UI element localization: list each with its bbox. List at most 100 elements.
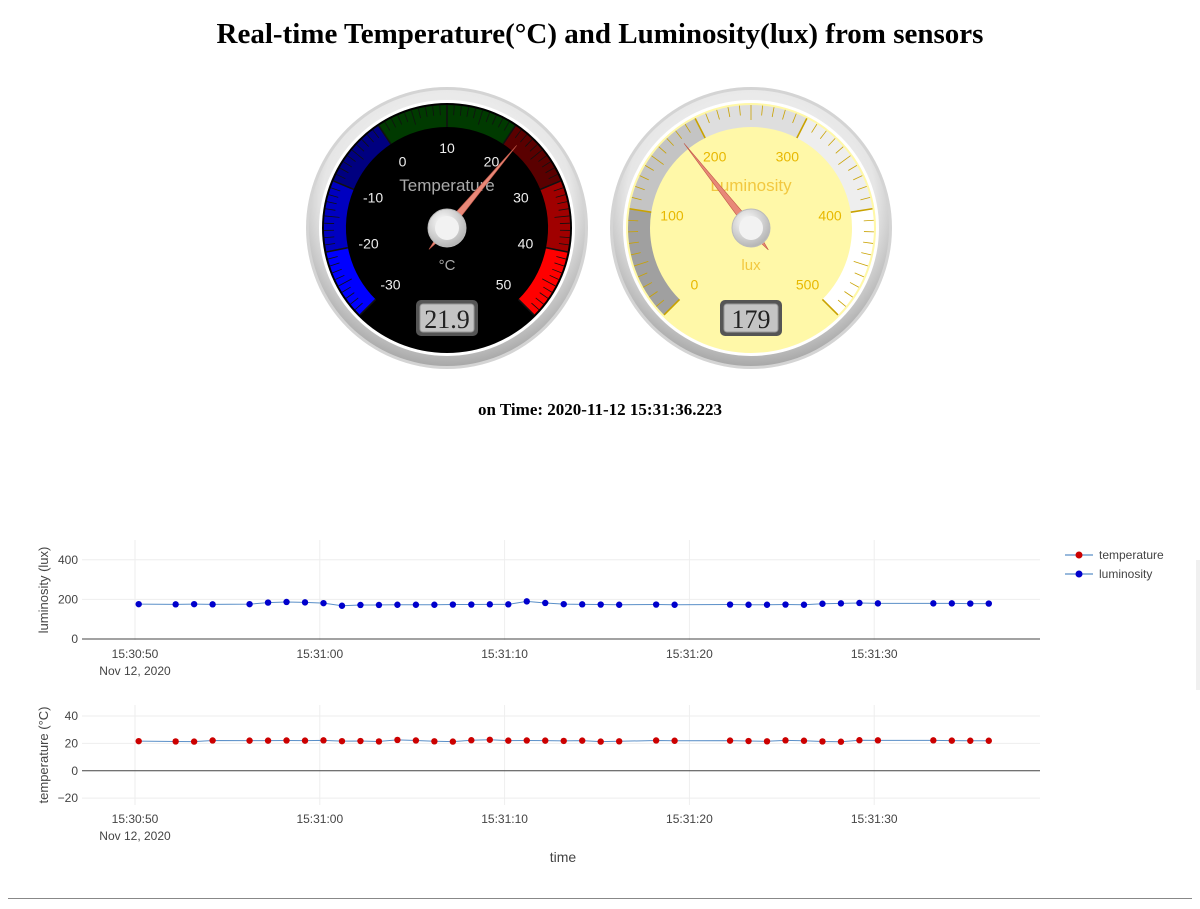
- temperature-data-point[interactable]: [357, 737, 364, 745]
- luminosity-data-point[interactable]: [819, 600, 826, 607]
- luminosity-value-box: [723, 303, 779, 333]
- luminosity-data-point[interactable]: [172, 601, 179, 608]
- temperature-minor-tick: [529, 144, 538, 152]
- luminosity-data-point[interactable]: [246, 600, 253, 608]
- luminosity-data-point[interactable]: [782, 601, 789, 608]
- luminosity-data-point[interactable]: [671, 601, 678, 608]
- temperature-minor-tick: [350, 297, 359, 305]
- temperature-data-point[interactable]: [412, 737, 420, 744]
- temperature-data-point[interactable]: [394, 736, 401, 744]
- luminosity-data-point[interactable]: [837, 600, 845, 607]
- luminosity-data-point[interactable]: [394, 601, 401, 608]
- luminosity-minor-tick: [684, 123, 691, 133]
- temperature-minor-tick: [372, 129, 380, 139]
- luminosity-data-point[interactable]: [449, 601, 457, 608]
- luminosity-data-point[interactable]: [505, 601, 512, 608]
- temperature-data-point[interactable]: [375, 738, 383, 745]
- luminosity-minor-tick: [849, 282, 859, 288]
- temperature-data-point[interactable]: [505, 737, 512, 744]
- luminosity-data-point[interactable]: [320, 599, 327, 607]
- temperature-data-point[interactable]: [800, 737, 808, 744]
- luminosity-data-point[interactable]: [930, 600, 937, 607]
- temperature-data-point[interactable]: [837, 738, 845, 745]
- luminosity-data-point[interactable]: [301, 599, 309, 606]
- luminosity-data-point[interactable]: [357, 601, 364, 609]
- temperature-data-point[interactable]: [135, 737, 142, 745]
- luminosity-data-point[interactable]: [264, 599, 272, 606]
- temperature-data-point[interactable]: [542, 737, 549, 744]
- luminosity-tick-label: 0: [691, 277, 699, 293]
- temperature-data-point[interactable]: [190, 738, 198, 745]
- temperature-data-point[interactable]: [264, 737, 272, 744]
- luminosity-data-point[interactable]: [523, 598, 530, 605]
- temperature-data-point[interactable]: [615, 738, 623, 745]
- temperature-data-point[interactable]: [671, 737, 678, 744]
- temperature-data-point[interactable]: [283, 737, 290, 744]
- y-tick-label: 20: [65, 736, 79, 750]
- luminosity-data-point[interactable]: [597, 601, 604, 608]
- luminosity-data-point[interactable]: [412, 601, 420, 608]
- temperature-data-point[interactable]: [597, 738, 604, 745]
- temperature-data-point[interactable]: [301, 737, 309, 744]
- luminosity-data-point[interactable]: [209, 601, 216, 608]
- luminosity-data-point[interactable]: [283, 598, 290, 606]
- luminosity-data-point[interactable]: [745, 601, 752, 608]
- luminosity-minor-tick: [637, 272, 648, 278]
- temperature-data-point[interactable]: [763, 738, 771, 745]
- temperature-data-point[interactable]: [523, 737, 530, 744]
- legend-item-temperature[interactable]: temperature: [1065, 548, 1164, 562]
- temperature-data-point[interactable]: [560, 737, 567, 745]
- temperature-data-point[interactable]: [967, 737, 974, 744]
- luminosity-data-point[interactable]: [652, 601, 660, 608]
- temperature-minor-tick: [497, 118, 504, 128]
- temperature-highlight-band-2: [333, 125, 391, 190]
- temperature-data-point[interactable]: [486, 736, 494, 743]
- luminosity-data-point[interactable]: [800, 601, 808, 608]
- temperature-highlight-band-4: [503, 125, 561, 190]
- legend-item-luminosity[interactable]: luminosity: [1065, 567, 1152, 581]
- luminosity-minor-tick: [630, 252, 641, 256]
- temperature-data-point[interactable]: [745, 737, 752, 745]
- temperature-minor-tick: [417, 108, 422, 119]
- luminosity-data-point[interactable]: [985, 600, 992, 607]
- temperature-data-point[interactable]: [985, 737, 992, 744]
- luminosity-data-point[interactable]: [542, 599, 549, 607]
- temperature-data-point[interactable]: [338, 737, 346, 745]
- luminosity-data-point[interactable]: [856, 599, 863, 607]
- temperature-data-point[interactable]: [874, 737, 882, 744]
- luminosity-data-point[interactable]: [560, 600, 567, 608]
- temperature-major-tick: [502, 125, 517, 145]
- luminosity-data-point[interactable]: [615, 601, 623, 608]
- temperature-data-point[interactable]: [930, 737, 937, 744]
- temperature-data-point[interactable]: [172, 738, 179, 745]
- temperature-data-point[interactable]: [819, 738, 826, 745]
- luminosity-data-point[interactable]: [190, 600, 198, 608]
- x-tick-label: 15:31:20: [666, 812, 713, 826]
- temperature-data-point[interactable]: [320, 737, 327, 744]
- temperature-data-point[interactable]: [948, 737, 956, 744]
- luminosity-data-point[interactable]: [726, 601, 734, 608]
- temperature-data-point[interactable]: [431, 738, 438, 745]
- temperature-data-point[interactable]: [856, 737, 863, 744]
- luminosity-data-point[interactable]: [338, 602, 346, 609]
- luminosity-minor-tick: [857, 185, 867, 191]
- temperature-data-point[interactable]: [726, 737, 734, 744]
- temperature-data-point[interactable]: [246, 737, 253, 744]
- luminosity-data-point[interactable]: [135, 600, 142, 608]
- luminosity-data-point[interactable]: [579, 601, 586, 608]
- luminosity-data-point[interactable]: [431, 601, 438, 608]
- temperature-data-point[interactable]: [468, 737, 475, 744]
- luminosity-data-point[interactable]: [375, 601, 383, 609]
- luminosity-data-point[interactable]: [948, 600, 956, 607]
- luminosity-data-point[interactable]: [874, 600, 882, 607]
- luminosity-data-point[interactable]: [486, 601, 494, 608]
- luminosity-data-point[interactable]: [967, 600, 974, 607]
- temperature-data-point[interactable]: [209, 737, 216, 744]
- temperature-data-point[interactable]: [782, 737, 789, 744]
- luminosity-data-point[interactable]: [763, 601, 771, 608]
- temperature-data-point[interactable]: [652, 737, 660, 744]
- luminosity-data-point[interactable]: [468, 601, 475, 608]
- temperature-data-point[interactable]: [579, 737, 586, 744]
- temperature-data-point[interactable]: [449, 738, 457, 745]
